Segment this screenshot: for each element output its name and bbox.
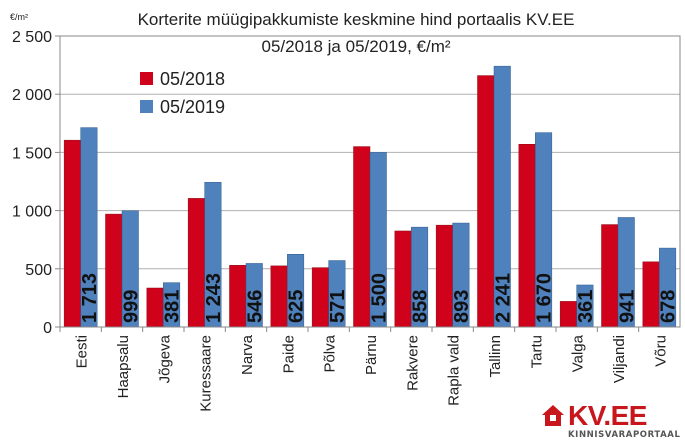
data-label: 571	[327, 290, 349, 323]
house-icon	[542, 405, 564, 426]
y-axis: 0 500 1 000 1 500 2 000 2 500	[12, 29, 60, 337]
data-label: 381	[162, 290, 184, 323]
x-tick-label: Tallinn	[487, 335, 504, 378]
data-label: 941	[616, 290, 638, 323]
x-tick-label: Haapsalu	[115, 335, 132, 398]
data-label: 1 243	[203, 273, 225, 323]
y-tick-label: 1 500	[12, 145, 52, 162]
logo-name: KV.EE	[568, 400, 647, 431]
kv-ee-logo: KV.EE KINNISVARAPORTAAL	[540, 400, 680, 444]
data-label: 999	[120, 290, 142, 323]
legend: 05/2018 05/2019	[140, 69, 225, 117]
x-axis: Eesti Haapsalu Jõgeva Kuressaare Narva Paide P…	[59, 327, 669, 412]
data-label: 1 713	[79, 273, 101, 323]
data-label: 678	[658, 290, 680, 323]
y-tick-label: 2 500	[12, 29, 52, 46]
logo-tagline: KINNISVARAPORTAAL	[568, 430, 681, 440]
plot-frame	[59, 35, 681, 328]
x-tick-label: Valga	[570, 334, 587, 372]
data-label: 546	[244, 290, 266, 323]
data-label: 625	[286, 290, 308, 323]
data-label: 893	[451, 290, 473, 323]
x-tick-label: Rapla vald	[446, 335, 463, 406]
x-tick-label: Põlva	[322, 334, 339, 372]
data-label: 1 500	[368, 273, 390, 323]
x-tick-label: Tartu	[528, 335, 545, 368]
x-tick-label: Võru	[652, 335, 669, 367]
y-tick-label: 2 000	[12, 87, 52, 104]
x-tick-label: Paide	[280, 335, 297, 373]
legend-swatch	[140, 100, 153, 113]
x-tick-label: Rakvere	[404, 335, 421, 391]
x-tick-label: Pärnu	[363, 335, 380, 375]
legend-label: 05/2019	[160, 97, 225, 117]
legend-swatch	[140, 72, 153, 85]
data-label: 361	[575, 290, 597, 323]
chart-title-line2: 05/2018 ja 05/2019, €/m²	[261, 37, 450, 56]
y-tick-label: 0	[43, 320, 52, 337]
legend-label: 05/2018	[160, 69, 225, 89]
unit-label: €/m²	[10, 12, 28, 22]
data-labels: 1 713 999 381 1 243 546 625 571 1 500 858 893 2 24…	[79, 273, 680, 323]
chart-title-line1: Korterite müügipakkumiste keskmine hind …	[138, 10, 575, 29]
x-tick-label: Jõgeva	[156, 334, 173, 383]
x-tick-label: Kuressaare	[198, 335, 215, 412]
x-tick-label: Viljandi	[611, 335, 628, 383]
data-label: 858	[410, 290, 432, 323]
y-tick-label: 500	[25, 262, 52, 279]
y-tick-label: 1 000	[12, 204, 52, 221]
data-label: 1 670	[534, 273, 556, 323]
data-label: 2 241	[492, 273, 514, 323]
x-tick-label: Eesti	[74, 335, 91, 368]
x-tick-label: Narva	[239, 334, 256, 375]
